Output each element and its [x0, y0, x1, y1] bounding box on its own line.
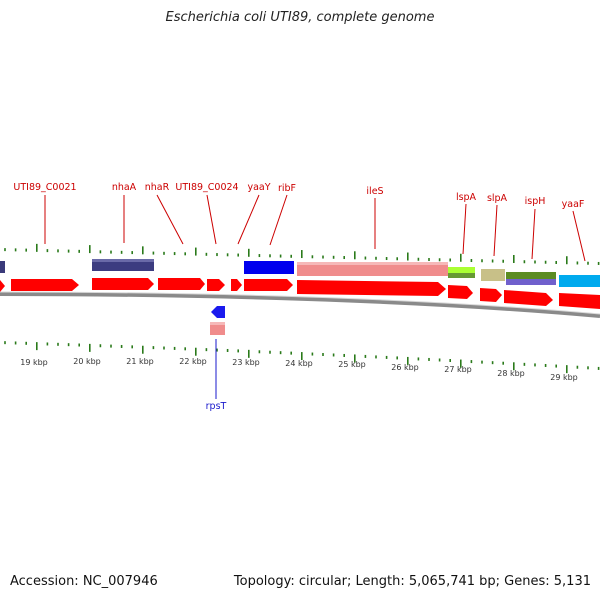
gene-label-ribf: ribF [278, 183, 296, 194]
feature-block [506, 279, 556, 285]
gene-label-isph: ispH [525, 196, 546, 207]
lower-tick-row [4, 341, 600, 374]
scale-label: 23 kbp [232, 358, 260, 367]
feature-block [92, 259, 154, 262]
feature-block [506, 272, 556, 279]
gene-arrow [92, 278, 154, 290]
rev-feature-block [210, 322, 225, 325]
scale-label: 28 kbp [497, 369, 525, 378]
gene-label-rpst: rpsT [206, 401, 227, 412]
gene-label-yaaf: yaaF [562, 199, 585, 210]
gene-label-slpa: slpA [487, 193, 508, 204]
gene-arrow [448, 285, 473, 299]
genome-backbone [0, 292, 600, 318]
scale-label: 19 kbp [20, 358, 48, 367]
gene-arrow [158, 278, 205, 290]
feature-block [244, 261, 294, 274]
rev-gene-arrow [211, 306, 225, 318]
gene-label-nhar: nhaR [145, 182, 170, 193]
scale-label: 29 kbp [550, 373, 578, 382]
scale-label: 22 kbp [179, 357, 207, 366]
gene-arrows-forward [0, 278, 600, 309]
accession-label: Accession: NC_007946 [10, 574, 158, 589]
gene-labels: UTI89_C0021 nhaA nhaR UTI89_C0024 yaaY r… [13, 182, 586, 412]
scale-label: 25 kbp [338, 360, 366, 369]
gene-arrow [0, 280, 5, 292]
feature-blocks [0, 259, 600, 287]
gene-label-uti89-c0024: UTI89_C0024 [175, 182, 238, 193]
scale-label: 20 kbp [73, 357, 101, 366]
scale-label: 26 kbp [391, 363, 419, 372]
genome-backbone-highlight [0, 291, 600, 315]
rev-feature-block [210, 322, 225, 335]
feature-block [448, 273, 475, 278]
feature-block [481, 269, 505, 281]
upper-tick-row [4, 243, 600, 265]
gene-label-uti89-c0021: UTI89_C0021 [13, 182, 76, 193]
feature-block [297, 262, 448, 276]
feature-block [448, 267, 475, 273]
gene-arrow [480, 288, 502, 302]
gene-label-yaay: yaaY [247, 182, 270, 193]
map-title: Escherichia coli UTI89, complete genome [165, 10, 435, 25]
scale-label: 27 kbp [444, 365, 472, 374]
gene-arrow [559, 293, 600, 309]
gene-arrow [297, 280, 446, 296]
gene-label-iles: ileS [366, 186, 383, 197]
gene-label-nhaa: nhaA [112, 182, 137, 193]
feature-block [297, 262, 448, 265]
gene-arrow [231, 279, 242, 291]
genome-summary: Topology: circular; Length: 5,065,741 bp… [233, 574, 591, 589]
feature-block [559, 275, 600, 287]
gene-label-lspa: lspA [456, 192, 477, 203]
gene-arrow [11, 279, 79, 291]
scale-label: 21 kbp [126, 357, 154, 366]
gene-arrow [207, 279, 225, 291]
gene-arrow [504, 290, 553, 306]
gene-arrow [244, 279, 293, 291]
scale-labels: 19 kbp 20 kbp 21 kbp 22 kbp 23 kbp 24 kb… [20, 357, 578, 382]
gene-arrows-reverse [210, 306, 225, 335]
feature-block [0, 261, 5, 273]
scale-label: 24 kbp [285, 359, 313, 368]
